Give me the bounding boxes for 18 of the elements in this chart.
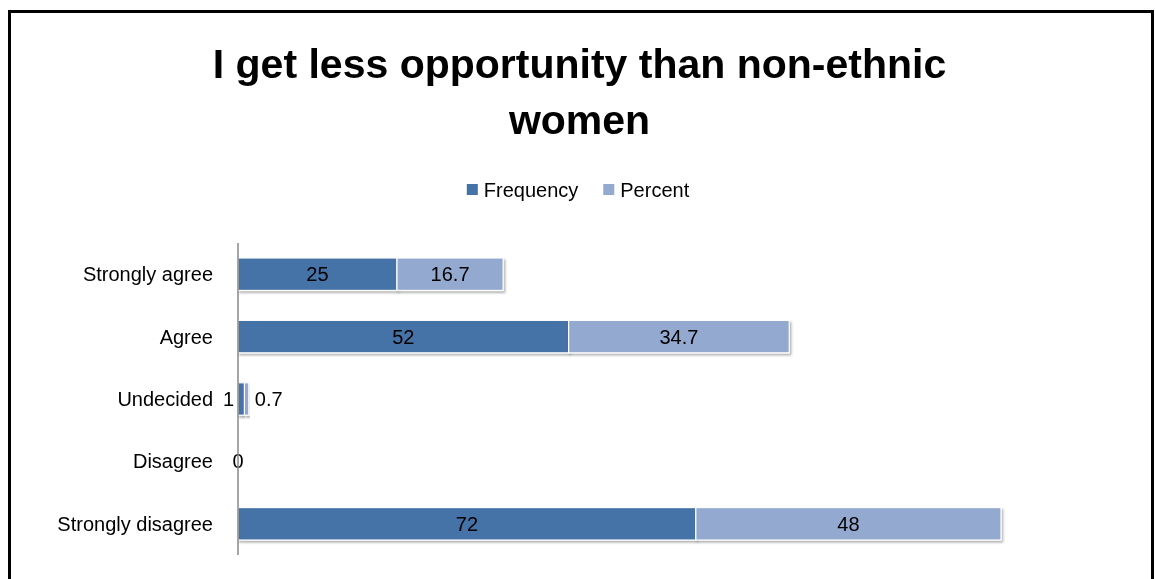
data-label: 34.7 <box>659 325 699 348</box>
y-tick-label: Disagree <box>132 450 213 473</box>
data-label: 72 <box>455 512 479 535</box>
y-tick-label: Agree <box>159 325 213 348</box>
chart-title: I get less opportunity than non-ethnic women <box>212 41 947 143</box>
data-label: 52 <box>392 325 415 348</box>
data-label: 25 <box>306 263 329 286</box>
legend-label: Percent <box>620 179 690 201</box>
data-label: 1 <box>222 388 234 410</box>
bar <box>243 382 250 416</box>
y-tick-label: Strongly agree <box>82 263 213 286</box>
data-label: 16.7 <box>430 263 470 286</box>
y-tick-label: Strongly disagree <box>57 512 213 535</box>
y-tick-label: Undecided <box>117 388 213 410</box>
data-label: 0 <box>232 450 244 473</box>
data-label: 48 <box>837 512 860 535</box>
legend-label: Frequency <box>483 179 579 201</box>
data-label: 0.7 <box>254 388 283 410</box>
